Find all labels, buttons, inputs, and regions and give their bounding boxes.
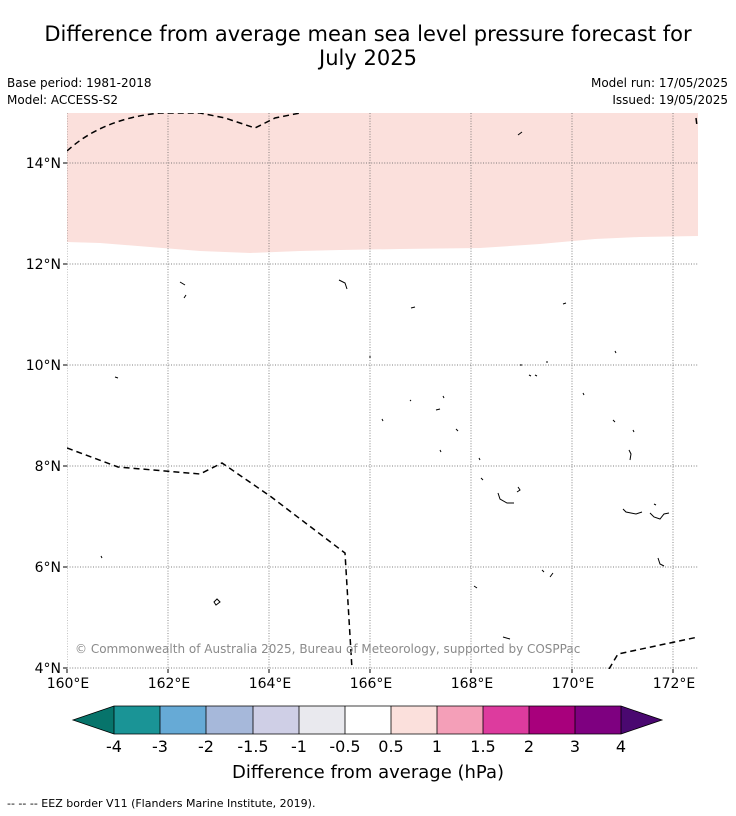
- colorbar-extend-low: [73, 706, 114, 734]
- lat-tick-label: 4°N: [35, 661, 61, 677]
- colorbar-tick-label: -1.5: [237, 737, 268, 756]
- island: [455, 428, 459, 432]
- colorbar-bin: [114, 706, 160, 734]
- eez-border-southeast: [608, 636, 698, 669]
- meta-left: Base period: 1981-2018 Model: ACCESS-S2: [7, 75, 152, 109]
- island: [622, 508, 643, 515]
- island: [213, 598, 221, 606]
- lat-tick-label: 6°N: [35, 560, 61, 576]
- island: [612, 419, 616, 423]
- island: [338, 279, 348, 290]
- island: [480, 477, 484, 481]
- island: [114, 376, 119, 379]
- colorbar-tick-label: 1.5: [470, 737, 495, 756]
- island: [381, 418, 384, 422]
- island: [628, 449, 632, 461]
- colorbar-bin: [299, 706, 345, 734]
- lat-tick-label: 14°N: [26, 156, 61, 172]
- colorbar-bin: [160, 706, 206, 734]
- model-run: Model run: 17/05/2025: [590, 76, 728, 90]
- meta-right: Model run: 17/05/2025 Issued: 19/05/2025: [591, 75, 728, 109]
- graticule: [67, 113, 698, 669]
- colorbar-tick-label: -2: [198, 737, 214, 756]
- colorbar-tick-label: 1: [432, 737, 442, 756]
- copyright-notice: © Commonwealth of Australia 2025, Bureau…: [75, 642, 580, 656]
- island: [582, 392, 585, 396]
- island: [179, 281, 186, 286]
- island: [409, 399, 412, 402]
- map-area: © Commonwealth of Australia 2025, Bureau…: [67, 113, 698, 669]
- colorbar-tick-label: 2: [524, 737, 534, 756]
- island: [100, 555, 103, 559]
- colorbar-bin: [483, 706, 529, 734]
- island: [649, 512, 670, 520]
- island: [497, 492, 514, 504]
- lon-tick-label: 168°E: [451, 676, 494, 692]
- eez-footnote: -- -- -- EEZ border V11 (Flanders Marine…: [7, 797, 316, 810]
- eez-border-south: [67, 447, 353, 669]
- lat-axis: 14°N 12°N 10°N 8°N 6°N 4°N: [26, 156, 67, 677]
- lat-tick-label: 10°N: [26, 358, 61, 374]
- eez-border-north: [67, 113, 301, 152]
- positive-anomaly-region: [67, 113, 698, 253]
- eez-borders: [67, 113, 698, 669]
- island: [528, 374, 538, 377]
- coastlines: [100, 131, 670, 640]
- map-title: Difference from average mean sea level p…: [0, 22, 736, 70]
- lat-tick-label: 8°N: [35, 459, 61, 475]
- colorbar-bin: [437, 706, 483, 734]
- island: [614, 350, 617, 354]
- lon-tick-label: 166°E: [350, 676, 393, 692]
- island: [439, 449, 442, 453]
- colorbar-bin: [575, 706, 621, 734]
- island: [442, 395, 445, 399]
- lon-tick-label: 172°E: [653, 676, 696, 692]
- island: [473, 585, 478, 589]
- island: [435, 408, 441, 411]
- island: [632, 429, 635, 433]
- lon-tick-label: 162°E: [148, 676, 191, 692]
- island: [502, 636, 511, 640]
- island: [657, 557, 665, 567]
- colorbar-bin: [391, 706, 437, 734]
- issued-date: Issued: 19/05/2025: [612, 93, 728, 107]
- title-line-2: July 2025: [319, 46, 417, 70]
- lon-tick-label: 164°E: [249, 676, 292, 692]
- title-line-1: Difference from average mean sea level p…: [44, 22, 692, 46]
- base-period: Base period: 1981-2018: [7, 76, 152, 90]
- island: [183, 294, 187, 299]
- lon-tick-label: 160°E: [47, 676, 90, 692]
- model-name: Model: ACCESS-S2: [7, 93, 119, 107]
- colorbar-bin: [253, 706, 299, 734]
- island: [562, 302, 567, 305]
- island: [516, 486, 521, 493]
- colorbar-tick-label: 0.5: [378, 737, 403, 756]
- colorbar-bin: [206, 706, 253, 734]
- colorbar-label: Difference from average (hPa): [232, 762, 504, 783]
- colorbar-tick-label: 4: [616, 737, 626, 756]
- colorbar-tick-label: 3: [570, 737, 580, 756]
- colorbar-bin: [529, 706, 575, 734]
- island: [517, 131, 523, 136]
- island: [410, 306, 416, 309]
- colorbar-tick-label: -0.5: [329, 737, 360, 756]
- colorbar-tick-label: -4: [106, 737, 122, 756]
- colorbar-tick-label: -1: [291, 737, 307, 756]
- colorbar-extend-high: [621, 706, 662, 734]
- colorbar: -4 -3 -2 -1.5 -1 -0.5 0.5 1 1.5 2 3 4 Di…: [71, 705, 664, 783]
- colorbar-tick-label: -3: [152, 737, 168, 756]
- lon-axis: 160°E 162°E 164°E 166°E 168°E 170°E 172°…: [47, 669, 696, 692]
- eez-border-northeast: [695, 117, 698, 127]
- island: [478, 457, 481, 461]
- island: [653, 503, 657, 506]
- island: [541, 569, 554, 578]
- lon-tick-label: 170°E: [552, 676, 595, 692]
- lat-tick-label: 12°N: [26, 257, 61, 273]
- colorbar-bin: [345, 706, 391, 734]
